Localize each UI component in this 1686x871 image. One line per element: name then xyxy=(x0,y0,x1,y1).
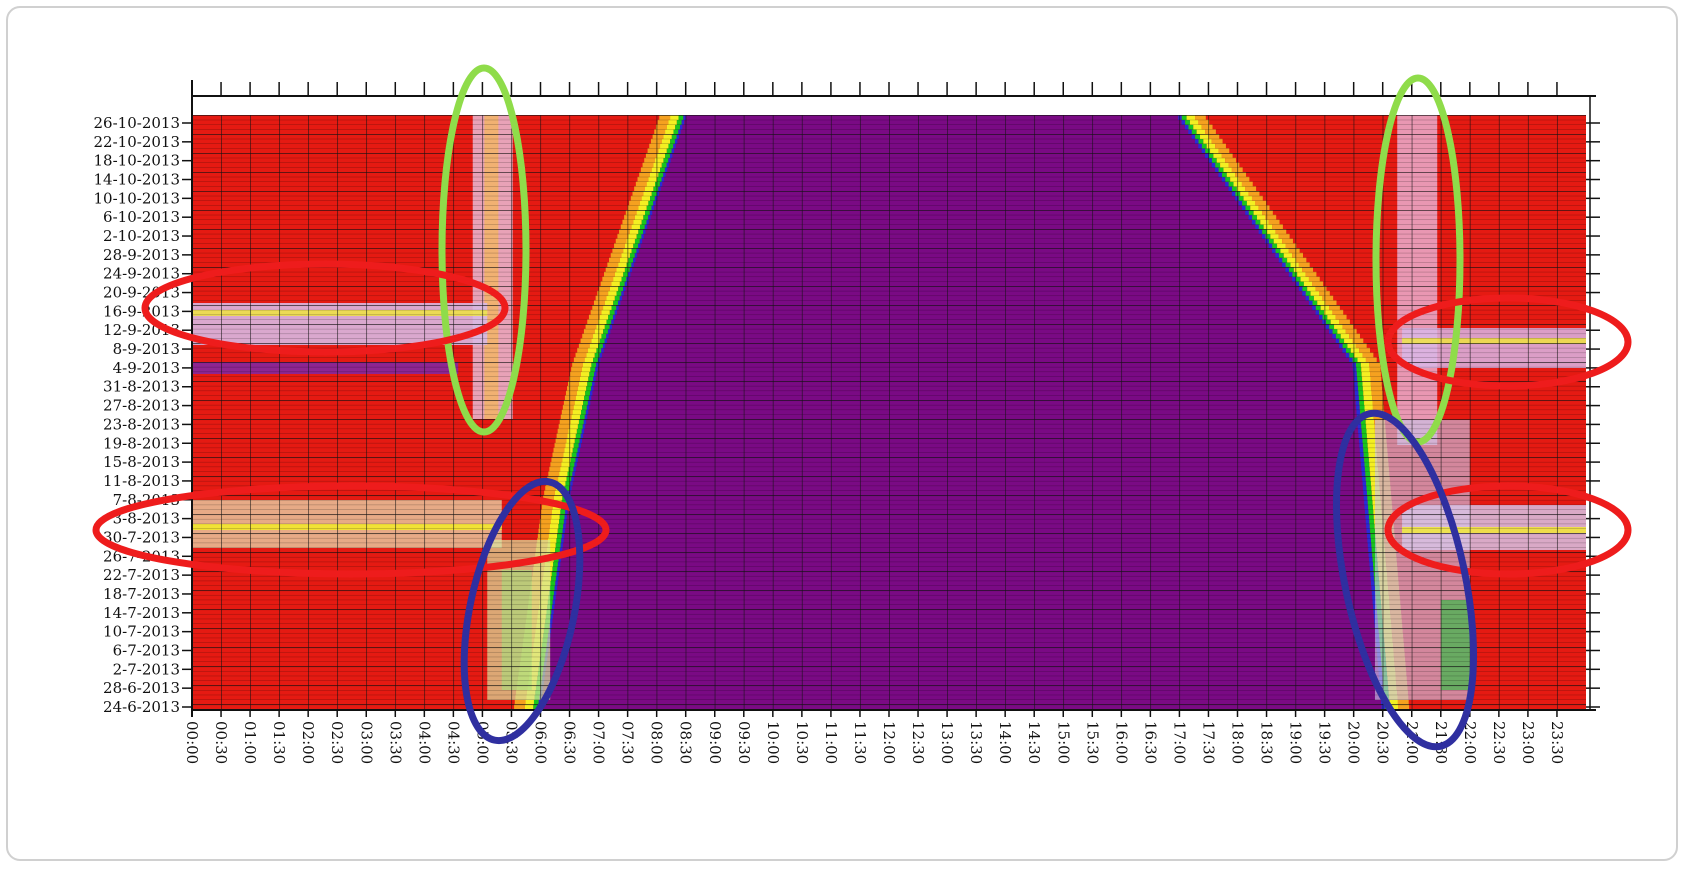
y-tick-label: 18-7-2013 xyxy=(103,585,180,603)
y-tick-label: 22-7-2013 xyxy=(103,566,180,584)
x-tick-label: 20:30 xyxy=(1374,721,1392,764)
y-tick-label: 10-7-2013 xyxy=(103,623,180,641)
y-tick-label: 14-10-2013 xyxy=(94,171,180,189)
y-tick-label: 28-6-2013 xyxy=(103,679,180,697)
x-tick-label: 10:30 xyxy=(793,721,811,764)
annotation-ellipse xyxy=(1332,409,1478,751)
x-tick-label: 18:00 xyxy=(1229,721,1247,764)
y-tick-label: 30-7-2013 xyxy=(103,528,180,546)
x-tick-label: 04:00 xyxy=(415,721,433,764)
y-tick-label: 3-8-2013 xyxy=(113,510,180,528)
y-tick-label: 16-9-2013 xyxy=(103,302,180,320)
y-tick-label: 26-10-2013 xyxy=(94,114,180,132)
x-tick-label: 17:30 xyxy=(1199,721,1217,764)
y-tick-label: 24-6-2013 xyxy=(103,698,180,716)
y-tick-label: 6-10-2013 xyxy=(103,208,180,226)
x-tick-label: 00:00 xyxy=(183,721,201,764)
y-tick-label: 10-10-2013 xyxy=(94,189,180,207)
x-tick-label: 16:00 xyxy=(1112,721,1130,764)
y-tick-label: 14-7-2013 xyxy=(103,604,180,622)
x-tick-label: 13:00 xyxy=(938,721,956,764)
x-tick-label: 23:30 xyxy=(1548,721,1566,764)
x-tick-label: 11:30 xyxy=(851,721,869,764)
y-tick-label: 7-8-2013 xyxy=(113,491,180,509)
annotation-ellipse xyxy=(141,260,509,356)
x-tick-label: 07:30 xyxy=(619,721,637,764)
x-tick-label: 14:30 xyxy=(1025,721,1043,764)
x-tick-label: 15:30 xyxy=(1083,721,1101,764)
annotation-ellipse xyxy=(1384,482,1632,578)
x-tick-label: 19:00 xyxy=(1287,721,1305,764)
x-tick-label: 01:30 xyxy=(270,721,288,764)
top-band xyxy=(192,96,1594,115)
x-tick-label: 18:30 xyxy=(1258,721,1276,764)
x-tick-label: 06:00 xyxy=(532,721,550,764)
y-tick-label: 2-7-2013 xyxy=(113,660,180,678)
x-tick-label: 10:00 xyxy=(764,721,782,764)
x-tick-label: 09:00 xyxy=(706,721,724,764)
y-tick-label: 2-10-2013 xyxy=(103,227,180,245)
y-tick-label: 4-9-2013 xyxy=(113,359,180,377)
y-tick-label: 6-7-2013 xyxy=(113,641,180,659)
x-tick-label: 14:00 xyxy=(996,721,1014,764)
x-tick-label: 00:30 xyxy=(212,721,230,764)
x-tick-label: 23:00 xyxy=(1519,721,1537,764)
y-tick-label: 23-8-2013 xyxy=(103,415,180,433)
x-tick-label: 20:00 xyxy=(1345,721,1363,764)
y-axis: 26-10-201322-10-201318-10-201314-10-2013… xyxy=(94,114,1600,716)
y-tick-label: 31-8-2013 xyxy=(103,378,180,396)
annotation-ellipse xyxy=(438,64,530,436)
annotation-ellipse xyxy=(1384,294,1632,390)
annotation-ellipse xyxy=(92,482,610,578)
y-tick-label: 22-10-2013 xyxy=(94,133,180,151)
annotation-ellipse xyxy=(460,477,584,745)
x-tick-label: 06:30 xyxy=(561,721,579,764)
y-tick-label: 8-9-2013 xyxy=(113,340,180,358)
x-tick-label: 22:00 xyxy=(1461,721,1479,764)
y-tick-label: 15-8-2013 xyxy=(103,453,180,471)
y-tick-label: 18-10-2013 xyxy=(94,152,180,170)
x-tick-label: 04:30 xyxy=(444,721,462,764)
x-tick-label: 12:30 xyxy=(909,721,927,764)
x-tick-label: 09:30 xyxy=(735,721,753,764)
y-tick-label: 27-8-2013 xyxy=(103,397,180,415)
x-tick-label: 15:00 xyxy=(1054,721,1072,764)
heatmap-cells xyxy=(192,115,1586,710)
x-tick-label: 03:30 xyxy=(386,721,404,764)
x-tick-label: 12:00 xyxy=(880,721,898,764)
x-tick-label: 08:00 xyxy=(648,721,666,764)
x-tick-label: 01:00 xyxy=(241,721,259,764)
x-tick-label: 07:00 xyxy=(590,721,608,764)
y-tick-label: 11-8-2013 xyxy=(103,472,180,490)
x-axis: 00:00 00:30 01:00 01:30 02:00 02:30 03:00 03:30… xyxy=(183,82,1566,764)
x-tick-label: 16:30 xyxy=(1141,721,1159,764)
x-tick-label: 17:00 xyxy=(1170,721,1188,764)
annotations xyxy=(92,64,1632,751)
y-tick-label: 19-8-2013 xyxy=(103,434,180,452)
y-tick-label: 24-9-2013 xyxy=(103,265,180,283)
x-tick-label: 02:00 xyxy=(299,721,317,764)
x-tick-label: 08:30 xyxy=(677,721,695,764)
x-tick-label: 22:30 xyxy=(1490,721,1508,764)
y-tick-label: 28-9-2013 xyxy=(103,246,180,264)
x-tick-label: 19:30 xyxy=(1316,721,1334,764)
x-tick-label: 13:30 xyxy=(967,721,985,764)
x-tick-label: 02:30 xyxy=(328,721,346,764)
x-tick-label: 11:00 xyxy=(822,721,840,764)
x-tick-label: 03:00 xyxy=(357,721,375,764)
